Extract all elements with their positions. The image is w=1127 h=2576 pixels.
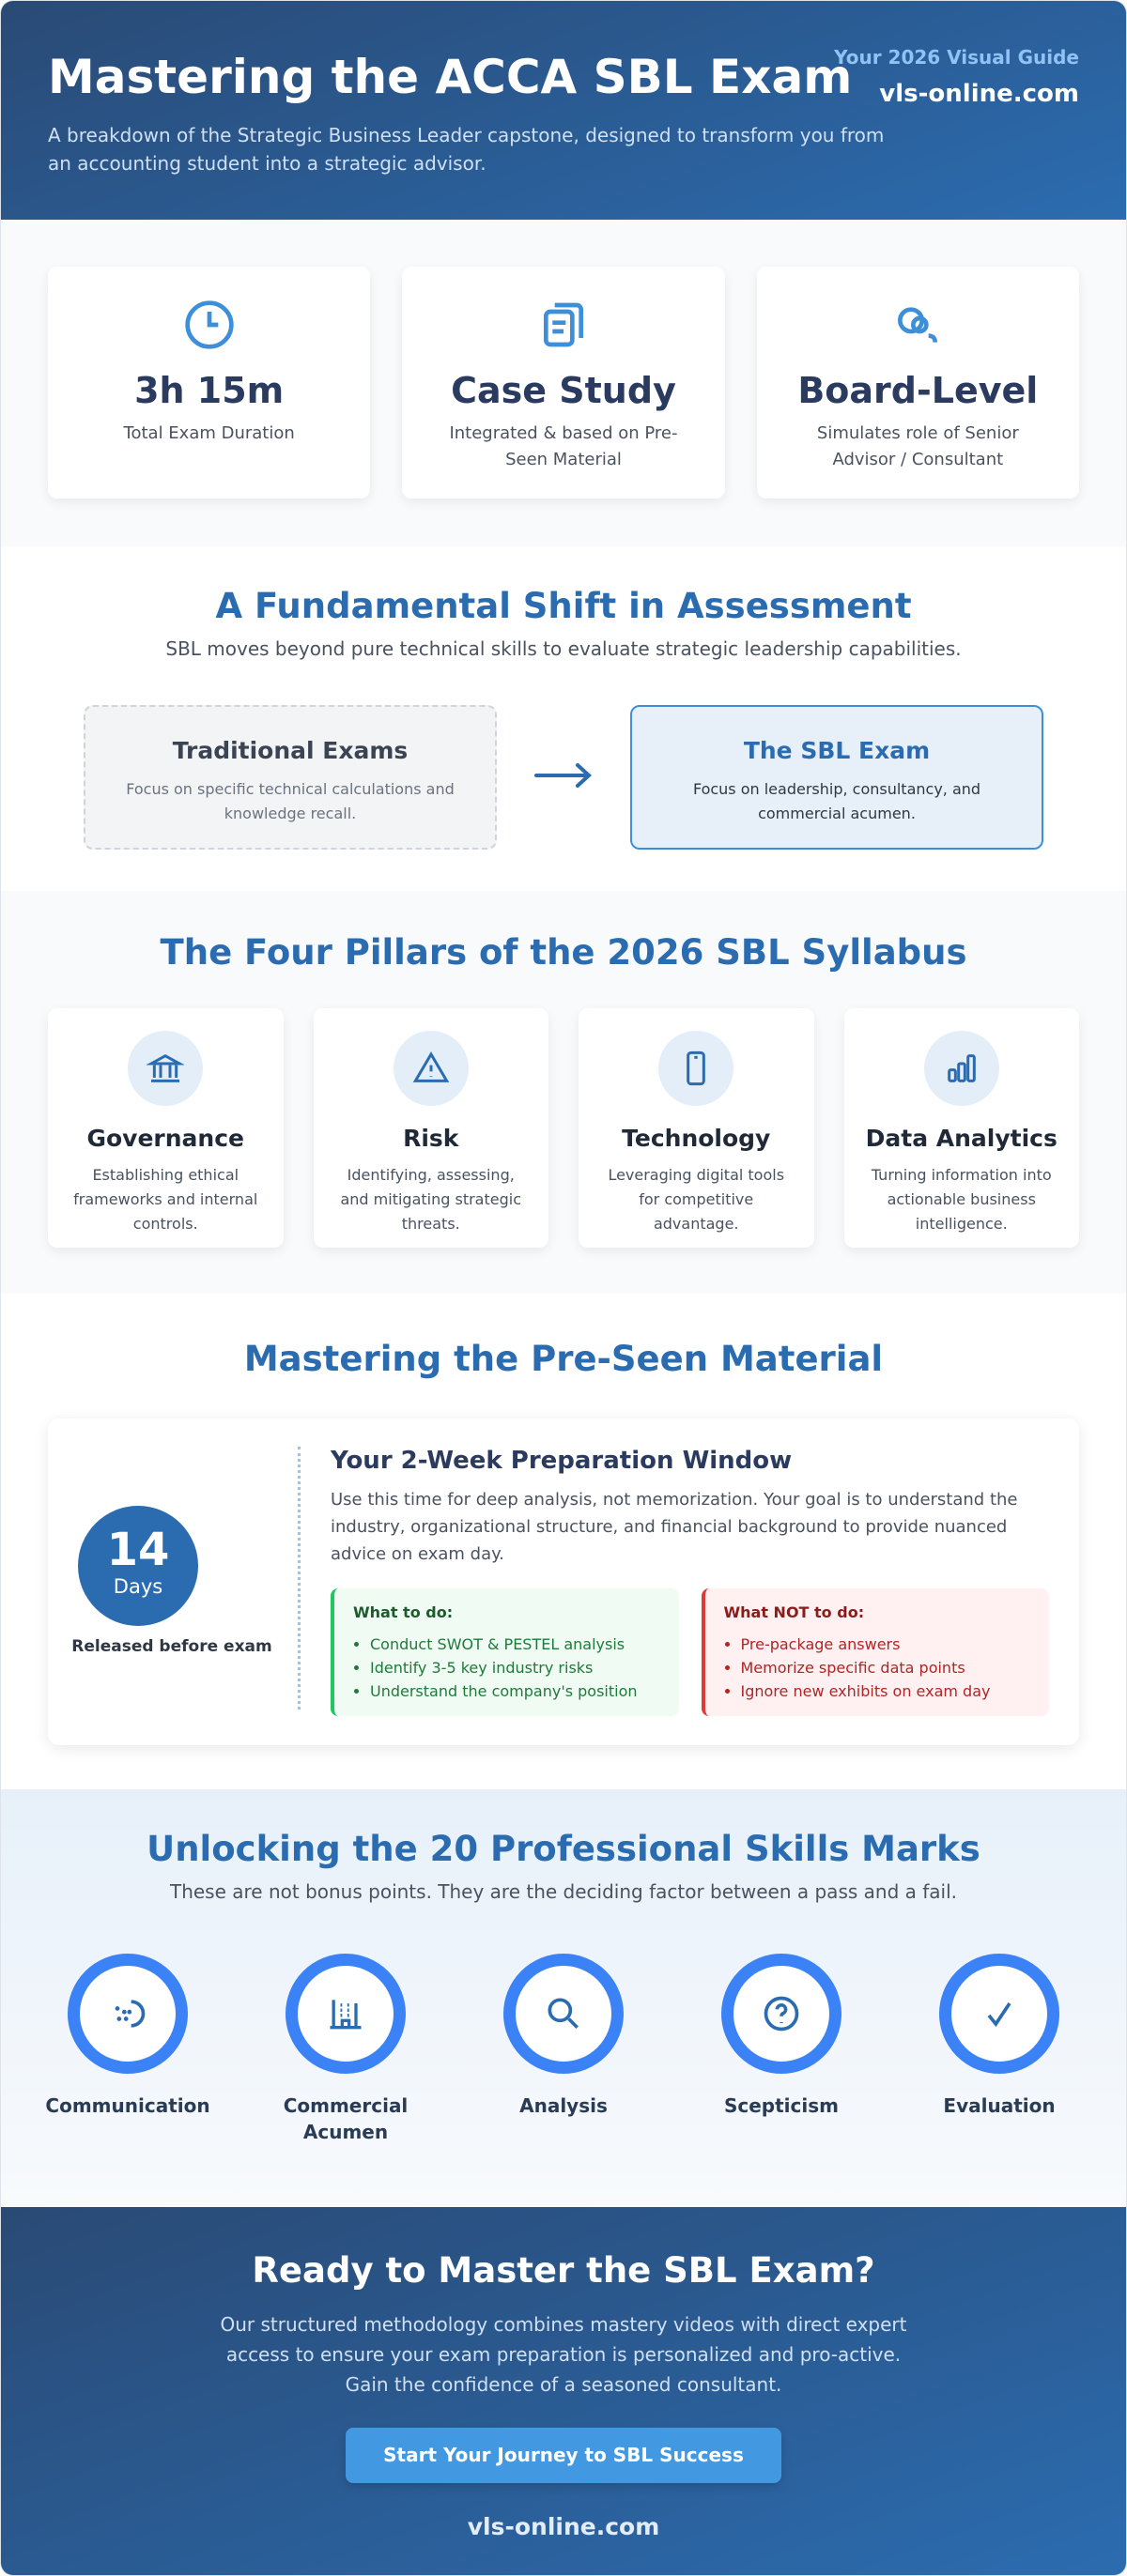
skills-section: Unlocking the 20 Professional Skills Mar… — [1, 1789, 1126, 2207]
section-title: The Four Pillars of the 2026 SBL Syllabu… — [160, 932, 967, 973]
pillar-card: Technology Leveraging digital tools for c… — [579, 1008, 814, 1248]
phone-icon — [687, 1050, 706, 1086]
skill-item: Analysis — [470, 1954, 657, 2145]
stat-value: Board-Level — [797, 370, 1039, 411]
shift-section: A Fundamental Shift in Assessment SBL mo… — [1, 546, 1126, 891]
days-badge: 14 Days — [78, 1506, 198, 1626]
clipboard-icon — [543, 302, 583, 347]
preseen-text: Use this time for deep analysis, not mem… — [331, 1490, 1018, 1564]
check-icon — [987, 2001, 1011, 2028]
released-label: Released before exam — [71, 1637, 272, 1656]
skill-item: Commercial Acumen — [252, 1954, 440, 2145]
do-title: What to do: — [353, 1603, 454, 1621]
sbl-exam-box: The SBL Exam Focus on leadership, consul… — [630, 705, 1043, 850]
clock-icon — [184, 300, 234, 349]
pillar-card: Data Analytics Turning information into a… — [843, 1008, 1079, 1248]
building-icon — [330, 2000, 362, 2030]
list-item: Memorize specific data points — [741, 1656, 1031, 1679]
pillar-desc: Leveraging digital tools for competitive… — [608, 1166, 785, 1233]
bank-icon — [147, 1053, 185, 1082]
pillar-title: Risk — [403, 1125, 459, 1152]
list-item: Ignore new exhibits on exam day — [741, 1679, 1031, 1703]
guide-label: Your 2026 Visual Guide — [834, 46, 1079, 69]
stat-card: 3h 15m Total Exam Duration — [48, 267, 371, 498]
skill-item: Scepticism — [687, 1954, 875, 2145]
pillar-title: Technology — [622, 1125, 771, 1152]
days-unit: Days — [113, 1575, 163, 1598]
do-list: What to do: Conduct SWOT & PESTEL analys… — [331, 1588, 679, 1716]
arrow-right-icon — [534, 763, 592, 788]
skill-label: Analysis — [519, 2094, 608, 2117]
pillars-section: The Four Pillars of the 2026 SBL Syllabu… — [1, 891, 1126, 1294]
stats-section: 3h 15m Total Exam Duration Case Study In… — [1, 220, 1126, 546]
pillar-desc: Establishing ethical frameworks and inte… — [73, 1166, 258, 1233]
stat-card: Case Study Integrated & based on Pre-See… — [402, 267, 725, 498]
stat-desc: Total Exam Duration — [123, 423, 295, 443]
skill-label: Evaluation — [943, 2094, 1056, 2117]
pillar-card: Governance Establishing ethical framework… — [48, 1008, 284, 1248]
days-number: 14 — [106, 1524, 170, 1576]
search-icon — [548, 1998, 579, 2029]
box-title: Traditional Exams — [172, 737, 409, 764]
preseen-card: 14 Days Released before exam Your 2-Week … — [48, 1418, 1079, 1745]
stat-value: 3h 15m — [134, 370, 285, 411]
section-lead: These are not bonus points. They are the… — [169, 1880, 958, 1903]
box-title: The SBL Exam — [743, 737, 931, 764]
stat-desc: Integrated & based on Pre-Seen Material — [449, 423, 678, 469]
question-icon — [764, 1996, 799, 2032]
traditional-exams-box: Traditional Exams Focus on specific tech… — [84, 705, 497, 850]
bar-chart-icon — [947, 1054, 976, 1082]
divider — [298, 1447, 301, 1710]
preseen-heading: Your 2-Week Preparation Window — [331, 1447, 793, 1475]
skill-label: Scepticism — [723, 2094, 839, 2117]
stat-card: Board-Level Simulates role of Senior Adv… — [756, 267, 1079, 498]
cta-text: Our structured methodology combines mast… — [220, 2313, 907, 2396]
box-desc: Focus on leadership, consultancy, and co… — [692, 780, 981, 822]
skill-item: Communication — [34, 1954, 222, 2145]
list-item: Pre-package answers — [741, 1633, 1031, 1656]
section-title: Unlocking the 20 Professional Skills Mar… — [147, 1829, 980, 1869]
site-link[interactable]: vls-online.com — [879, 80, 1079, 108]
preseen-section: Mastering the Pre-Seen Material 14 Days R… — [1, 1294, 1126, 1789]
section-lead: SBL moves beyond pure technical skills t… — [165, 637, 962, 660]
pillar-desc: Turning information into actionable busi… — [871, 1166, 1052, 1233]
pillar-card: Risk Identifying, assessing, and mitigati… — [313, 1008, 548, 1248]
users-icon — [898, 307, 938, 343]
list-item: Conduct SWOT & PESTEL analysis — [370, 1633, 660, 1656]
list-item: Understand the company's position — [370, 1679, 660, 1703]
page-title: Mastering the ACCA SBL Exam — [48, 50, 853, 104]
start-journey-button[interactable]: Start Your Journey to SBL Success — [346, 2428, 781, 2483]
dont-title: What NOT to do: — [723, 1603, 865, 1621]
footer-site-link[interactable]: vls-online.com — [467, 2513, 660, 2540]
warning-icon — [412, 1051, 450, 1082]
section-title: A Fundamental Shift in Assessment — [215, 586, 912, 626]
list-item: Identify 3-5 key industry risks — [370, 1656, 660, 1679]
dont-list: What NOT to do: Pre-package answersMemor… — [701, 1588, 1049, 1716]
box-desc: Focus on specific technical calculations… — [126, 780, 455, 822]
pillar-title: Data Analytics — [865, 1125, 1058, 1152]
cta-title: Ready to Master the SBL Exam? — [252, 2250, 875, 2291]
pillar-desc: Identifying, assessing, and mitigating s… — [340, 1166, 521, 1233]
section-title: Mastering the Pre-Seen Material — [243, 1339, 884, 1379]
header: Mastering the ACCA SBL Exam A breakdown … — [1, 1, 1126, 220]
skill-label: Commercial Acumen — [283, 2094, 409, 2143]
skill-item: Evaluation — [905, 1954, 1093, 2145]
speech-icon — [115, 2000, 146, 2028]
skill-label: Communication — [45, 2094, 210, 2117]
stat-value: Case Study — [451, 370, 676, 411]
page-subtitle: A breakdown of the Strategic Business Le… — [48, 124, 885, 175]
stat-desc: Simulates role of Senior Advisor / Consu… — [816, 423, 1019, 469]
pillar-title: Governance — [86, 1125, 245, 1152]
cta-section: Ready to Master the SBL Exam? Our struct… — [1, 2207, 1126, 2575]
